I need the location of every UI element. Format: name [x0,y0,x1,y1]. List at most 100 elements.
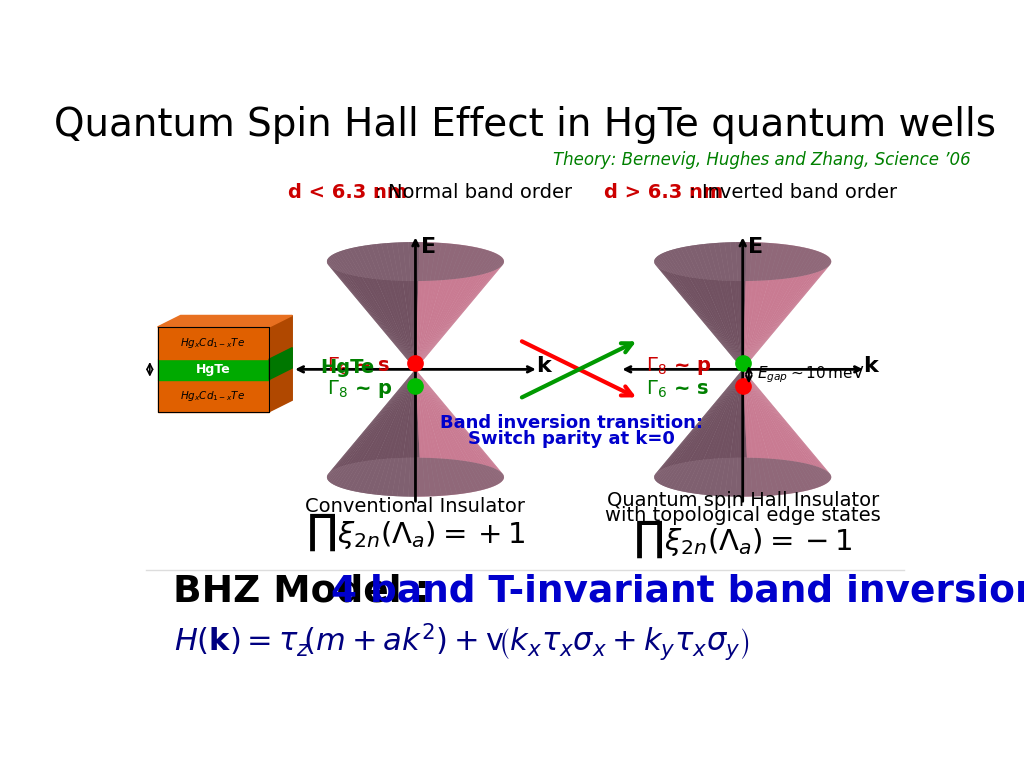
Polygon shape [416,259,504,369]
Text: $\prod\xi_{2n}(\Lambda_a)=+1$: $\prod\xi_{2n}(\Lambda_a)=+1$ [305,511,525,554]
Polygon shape [416,369,504,475]
Polygon shape [416,369,489,488]
Polygon shape [742,369,831,480]
Polygon shape [376,243,416,369]
Polygon shape [416,274,483,369]
Polygon shape [742,369,826,471]
Polygon shape [689,369,742,462]
Polygon shape [742,369,799,493]
Polygon shape [357,369,416,492]
Polygon shape [742,274,811,369]
Polygon shape [337,369,416,487]
Polygon shape [416,369,447,459]
Polygon shape [655,265,742,369]
Polygon shape [416,369,441,458]
Polygon shape [742,280,769,369]
Polygon shape [742,369,753,497]
Polygon shape [742,369,828,472]
Polygon shape [416,244,462,369]
Polygon shape [416,243,441,369]
Text: Theory: Bernevig, Hughes and Zhang, Science ’06: Theory: Bernevig, Hughes and Zhang, Scie… [553,151,971,169]
Polygon shape [741,369,746,497]
Polygon shape [742,369,784,460]
Polygon shape [416,369,498,485]
Polygon shape [414,369,420,458]
Polygon shape [361,245,416,369]
Polygon shape [742,369,769,496]
Polygon shape [730,242,742,369]
Polygon shape [357,369,416,462]
Polygon shape [655,257,742,369]
Polygon shape [742,369,803,463]
Polygon shape [386,243,416,369]
Polygon shape [416,262,504,369]
Polygon shape [742,369,825,485]
Polygon shape [667,369,742,467]
Polygon shape [742,243,764,369]
Polygon shape [655,369,742,482]
Text: $\prod\xi_{2n}(\Lambda_a)=-1$: $\prod\xi_{2n}(\Lambda_a)=-1$ [633,518,853,560]
Polygon shape [416,279,458,369]
Polygon shape [735,369,742,458]
Polygon shape [742,369,758,458]
Polygon shape [416,369,489,467]
Polygon shape [725,280,742,369]
Polygon shape [416,275,479,369]
Polygon shape [416,247,479,369]
Polygon shape [664,270,742,369]
Polygon shape [416,251,493,369]
Polygon shape [335,369,416,486]
Polygon shape [742,247,807,369]
Polygon shape [416,369,493,488]
Polygon shape [414,369,420,497]
Polygon shape [392,369,416,458]
Polygon shape [742,272,817,369]
Polygon shape [677,274,742,369]
Polygon shape [342,273,416,369]
Polygon shape [416,369,458,460]
Polygon shape [416,369,479,464]
Polygon shape [331,369,416,472]
Polygon shape [328,259,416,369]
Polygon shape [742,256,828,369]
Polygon shape [416,242,431,369]
Polygon shape [685,369,742,462]
Polygon shape [685,369,742,492]
Polygon shape [416,260,504,369]
Polygon shape [741,369,746,458]
Polygon shape [742,369,817,467]
Polygon shape [742,273,814,369]
Polygon shape [742,265,829,369]
Polygon shape [327,369,416,476]
Polygon shape [698,244,742,369]
Polygon shape [719,369,742,458]
Polygon shape [742,369,753,458]
Polygon shape [342,369,416,466]
Polygon shape [742,280,764,369]
Polygon shape [416,369,475,463]
Polygon shape [376,279,416,369]
Polygon shape [327,261,416,369]
Polygon shape [416,369,462,461]
Polygon shape [346,369,416,490]
Polygon shape [742,276,803,369]
Polygon shape [376,369,416,495]
Polygon shape [416,250,489,369]
Polygon shape [742,262,831,369]
Polygon shape [742,369,779,495]
Polygon shape [742,369,830,475]
Polygon shape [327,260,416,369]
Polygon shape [657,255,742,369]
Polygon shape [361,277,416,369]
Polygon shape [742,369,769,458]
Polygon shape [371,279,416,369]
Polygon shape [742,369,779,459]
Polygon shape [416,243,436,369]
Polygon shape [371,369,416,460]
Polygon shape [742,369,829,474]
Polygon shape [714,369,742,458]
Text: k: k [863,356,879,376]
Polygon shape [367,245,416,369]
Polygon shape [725,369,742,496]
Polygon shape [742,369,822,468]
